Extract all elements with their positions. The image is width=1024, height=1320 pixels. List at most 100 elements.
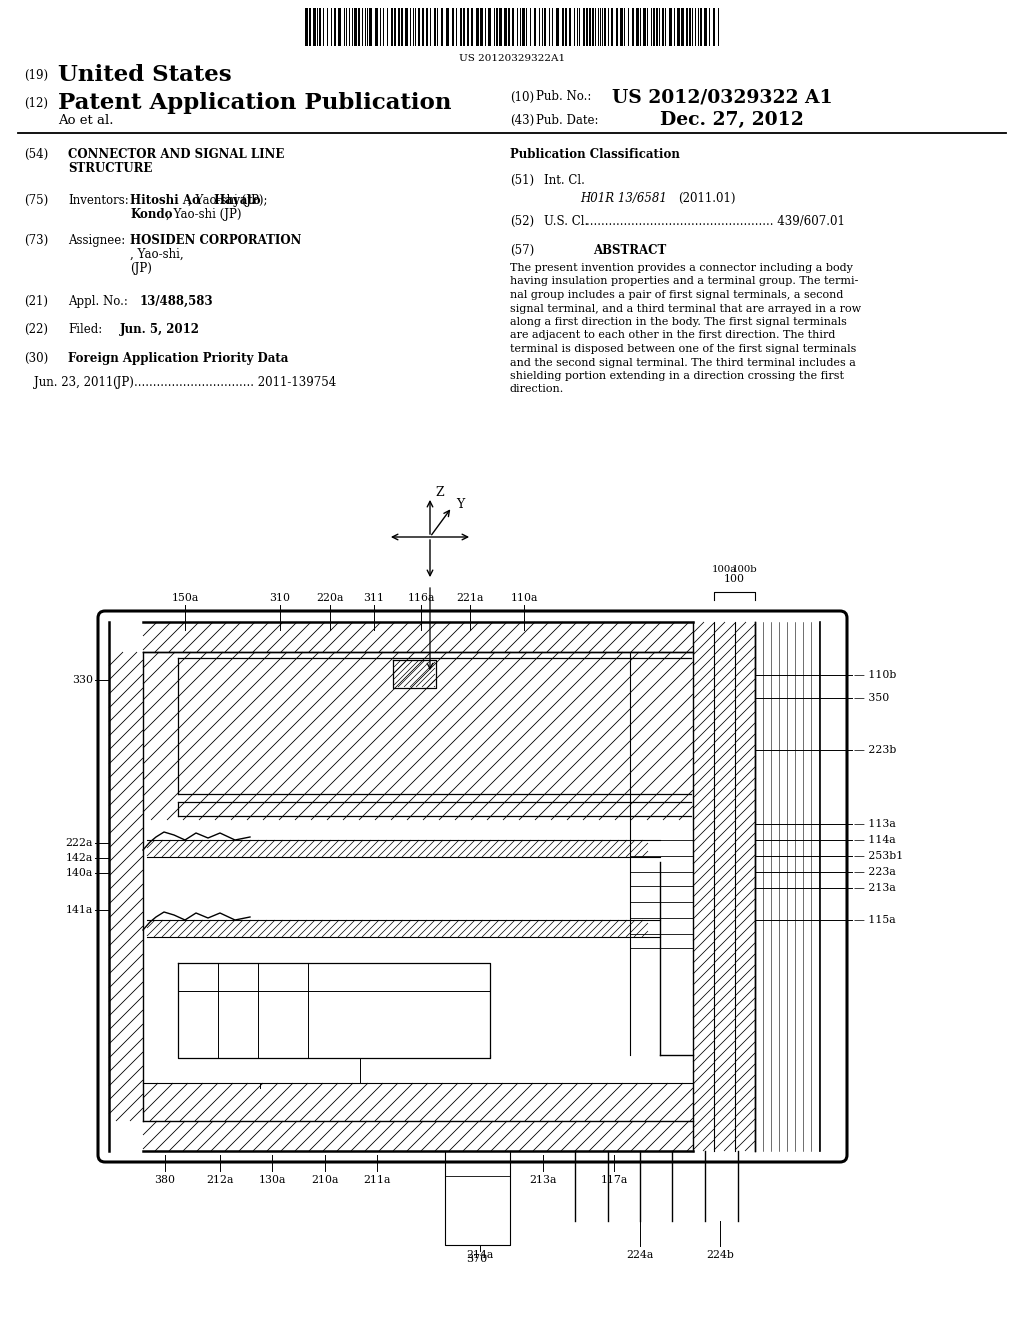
- Bar: [534, 8, 536, 46]
- Text: 141a: 141a: [66, 906, 93, 915]
- Text: terminal is disposed between one of the first signal terminals: terminal is disposed between one of the …: [510, 345, 856, 354]
- Text: (73): (73): [24, 234, 48, 247]
- Bar: [391, 8, 393, 46]
- Text: 100: 100: [724, 574, 744, 583]
- Bar: [681, 8, 684, 46]
- Text: ABSTRACT: ABSTRACT: [593, 244, 667, 257]
- Text: 224b: 224b: [707, 1250, 734, 1261]
- Text: 311: 311: [364, 593, 384, 603]
- Text: STRUCTURE: STRUCTURE: [68, 162, 153, 176]
- Text: 330: 330: [72, 675, 93, 685]
- Bar: [305, 8, 308, 46]
- Text: (54): (54): [24, 148, 48, 161]
- Text: 100a: 100a: [712, 565, 736, 574]
- Text: direction.: direction.: [510, 384, 564, 395]
- Text: — 223b: — 223b: [854, 744, 896, 755]
- Text: having insulation properties and a terminal group. The termi-: having insulation properties and a termi…: [510, 276, 858, 286]
- Text: 214a: 214a: [466, 1250, 494, 1261]
- FancyBboxPatch shape: [98, 611, 847, 1162]
- Text: nal group includes a pair of first signal terminals, a second: nal group includes a pair of first signa…: [510, 290, 844, 300]
- Text: 110a: 110a: [510, 593, 538, 603]
- Text: (19): (19): [24, 69, 48, 82]
- Text: along a first direction in the body. The first signal terminals: along a first direction in the body. The…: [510, 317, 847, 327]
- Bar: [369, 8, 372, 46]
- Text: and the second signal terminal. The third terminal includes a: and the second signal terminal. The thir…: [510, 358, 856, 367]
- Text: US 2012/0329322 A1: US 2012/0329322 A1: [612, 88, 833, 106]
- Text: 210a: 210a: [311, 1175, 339, 1185]
- Text: — 114a: — 114a: [854, 836, 896, 845]
- Text: Int. Cl.: Int. Cl.: [544, 174, 585, 187]
- Text: HOSIDEN CORPORATION: HOSIDEN CORPORATION: [130, 234, 301, 247]
- Text: 310: 310: [269, 593, 291, 603]
- Bar: [499, 8, 502, 46]
- Text: .................................................. 439/607.01: ........................................…: [586, 215, 845, 228]
- Text: — 113a: — 113a: [854, 818, 896, 829]
- Bar: [512, 8, 514, 46]
- Bar: [656, 8, 658, 46]
- Bar: [394, 8, 396, 46]
- Text: — 115a: — 115a: [854, 915, 896, 925]
- Bar: [358, 8, 360, 46]
- Text: (51): (51): [510, 174, 535, 187]
- Bar: [686, 8, 688, 46]
- Text: signal terminal, and a third terminal that are arrayed in a row: signal terminal, and a third terminal th…: [510, 304, 861, 314]
- Text: (10): (10): [510, 91, 535, 103]
- Bar: [504, 8, 507, 46]
- Bar: [418, 8, 420, 46]
- Bar: [713, 8, 715, 46]
- Text: Kondo: Kondo: [130, 209, 172, 220]
- Bar: [662, 8, 664, 46]
- Bar: [544, 8, 546, 46]
- Bar: [565, 8, 567, 46]
- Text: 116a: 116a: [408, 593, 434, 603]
- Bar: [426, 8, 428, 46]
- Bar: [446, 8, 449, 46]
- Bar: [583, 8, 585, 46]
- Text: Foreign Application Priority Data: Foreign Application Priority Data: [68, 352, 289, 366]
- Text: Pub. Date:: Pub. Date:: [536, 114, 598, 127]
- Text: , Yao-shi (JP): , Yao-shi (JP): [166, 209, 242, 220]
- Bar: [463, 8, 465, 46]
- Bar: [604, 8, 606, 46]
- Bar: [689, 8, 691, 46]
- Bar: [476, 8, 479, 46]
- Text: Dec. 27, 2012: Dec. 27, 2012: [660, 111, 804, 129]
- Bar: [338, 8, 341, 46]
- Bar: [441, 8, 443, 46]
- Text: Y: Y: [456, 499, 464, 511]
- Text: 140a: 140a: [66, 869, 93, 878]
- Text: 100b: 100b: [732, 565, 758, 574]
- Bar: [467, 8, 469, 46]
- Bar: [460, 8, 462, 46]
- Text: (JP): (JP): [112, 376, 134, 389]
- Bar: [611, 8, 613, 46]
- Bar: [334, 8, 336, 46]
- Text: — 213a: — 213a: [854, 883, 896, 894]
- Text: , Yao-shi (JP);: , Yao-shi (JP);: [188, 194, 267, 207]
- Text: 13/488,583: 13/488,583: [140, 294, 214, 308]
- Text: (52): (52): [510, 215, 535, 228]
- Text: 150a: 150a: [171, 593, 199, 603]
- Text: Pub. No.:: Pub. No.:: [536, 91, 592, 103]
- Text: Jun. 23, 2011: Jun. 23, 2011: [34, 376, 114, 389]
- Text: 224a: 224a: [627, 1250, 653, 1261]
- Text: Patent Application Publication: Patent Application Publication: [58, 92, 452, 114]
- Text: (12): (12): [24, 96, 48, 110]
- Bar: [398, 8, 400, 46]
- Text: US 20120329322A1: US 20120329322A1: [459, 54, 565, 63]
- Text: Filed:: Filed:: [68, 323, 102, 337]
- Bar: [616, 8, 618, 46]
- Bar: [632, 8, 634, 46]
- Text: The present invention provides a connector including a body: The present invention provides a connect…: [510, 263, 853, 273]
- Text: U.S. Cl.: U.S. Cl.: [544, 215, 588, 228]
- Bar: [586, 8, 588, 46]
- Bar: [496, 8, 498, 46]
- Text: (2011.01): (2011.01): [678, 191, 735, 205]
- Bar: [401, 8, 403, 46]
- Bar: [313, 8, 316, 46]
- Text: (43): (43): [510, 114, 535, 127]
- Text: shielding portion extending in a direction crossing the first: shielding portion extending in a directi…: [510, 371, 844, 381]
- Text: Jun. 5, 2012: Jun. 5, 2012: [120, 323, 200, 337]
- Text: (75): (75): [24, 194, 48, 207]
- Bar: [620, 8, 623, 46]
